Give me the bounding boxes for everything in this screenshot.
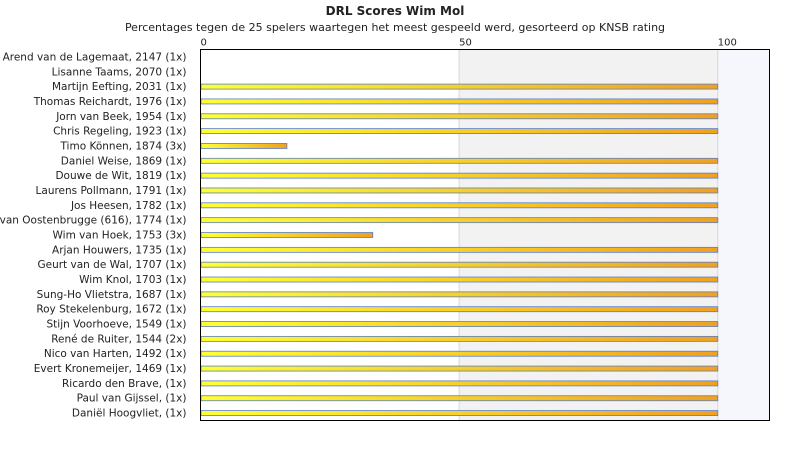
category-label: Ricardo den Brave, (1x) xyxy=(62,378,187,390)
band-mid xyxy=(459,49,718,421)
chart-title: DRL Scores Wim Mol xyxy=(325,4,465,18)
plot-frame xyxy=(200,49,770,421)
bar xyxy=(200,380,719,387)
bar xyxy=(200,365,719,372)
category-label: Martijn Eefting, 2031 (1x) xyxy=(52,81,187,93)
bar xyxy=(200,128,719,135)
category-label: Wim van Hoek, 1753 (3x) xyxy=(53,230,187,242)
bar xyxy=(200,202,719,209)
bar xyxy=(200,321,719,327)
bar xyxy=(200,410,719,416)
x-tick-label: 50 xyxy=(459,38,472,49)
category-label: Lisanne Taams, 2070 (1x) xyxy=(52,66,187,78)
bar xyxy=(200,98,719,105)
background-bands xyxy=(200,49,770,421)
bar-series xyxy=(200,83,719,416)
category-label: Jorn van Beek, 1954 (1x) xyxy=(55,111,186,123)
category-label: Stijn Voorhoeve, 1549 (1x) xyxy=(47,319,187,331)
bar xyxy=(200,83,719,90)
category-label: Geurt van de Wal, 1707 (1x) xyxy=(37,259,186,271)
category-label: Mick van Oostenbrugge (616), 1774 (1x) xyxy=(0,215,187,227)
bar xyxy=(200,172,719,179)
category-label: Wim Knol, 1703 (1x) xyxy=(79,274,186,286)
category-label: René de Ruiter, 1544 (2x) xyxy=(51,333,186,345)
x-tick-label: 0 xyxy=(201,38,207,49)
bar xyxy=(200,291,719,298)
bar xyxy=(200,157,719,164)
category-label: Thomas Reichardt, 1976 (1x) xyxy=(33,96,187,108)
category-label: Jos Heesen, 1782 (1x) xyxy=(70,200,187,212)
category-label: Nico van Harten, 1492 (1x) xyxy=(44,348,187,360)
y-axis-labels: Arend van de Lagemaat, 2147 (1x) Lisanne … xyxy=(0,51,187,419)
bar xyxy=(200,113,719,120)
chart-subtitle: Percentages tegen de 25 spelers waartege… xyxy=(124,21,666,34)
bar xyxy=(200,276,719,283)
category-label: Daniel Weise, 1869 (1x) xyxy=(61,155,187,167)
category-label: Chris Regeling, 1923 (1x) xyxy=(53,126,186,138)
category-label: Paul van Gijssel, (1x) xyxy=(77,393,187,405)
gridlines xyxy=(458,49,719,421)
bar xyxy=(200,335,719,342)
x-tick-label: 100 xyxy=(718,38,737,49)
bar xyxy=(200,246,719,253)
category-label: Roy Stekelenburg, 1672 (1x) xyxy=(36,304,186,316)
category-label: Arend van de Lagemaat, 2147 (1x) xyxy=(3,51,187,63)
bar xyxy=(200,232,374,238)
x-axis-ticks: 0 50 100 xyxy=(201,38,737,49)
bar xyxy=(200,350,719,357)
bar xyxy=(200,143,288,149)
band-high xyxy=(717,49,770,421)
category-label: Sung-Ho Vlietstra, 1687 (1x) xyxy=(37,289,187,301)
category-label: Evert Kronemeijer, 1469 (1x) xyxy=(34,363,187,375)
bar xyxy=(200,187,719,194)
bar xyxy=(200,217,719,224)
category-label: Timo Können, 1874 (3x) xyxy=(59,140,186,152)
category-label: Laurens Pollmann, 1791 (1x) xyxy=(36,185,187,197)
category-label: Daniël Hoogvliet, (1x) xyxy=(72,408,187,420)
bar xyxy=(200,395,719,402)
category-label: Arjan Houwers, 1735 (1x) xyxy=(52,244,186,256)
category-label: Douwe de Wit, 1819 (1x) xyxy=(55,170,186,182)
bar xyxy=(200,306,719,313)
bar xyxy=(200,261,719,268)
